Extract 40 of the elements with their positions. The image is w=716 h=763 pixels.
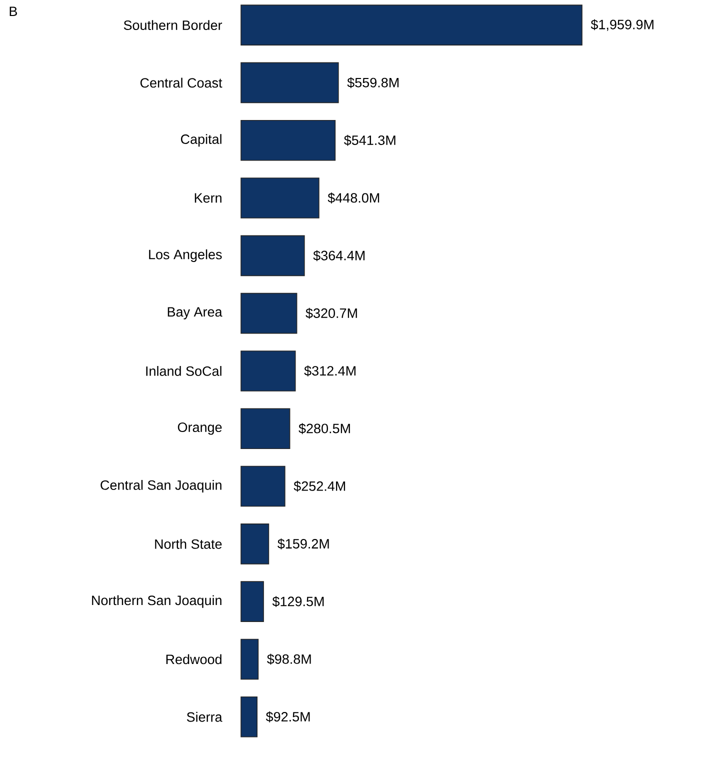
bar — [240, 4, 582, 46]
bar — [240, 235, 305, 276]
bar — [240, 120, 336, 161]
bar — [240, 638, 259, 680]
y-tick-label: Sierra — [186, 712, 222, 722]
y-tick-label: Kern — [194, 193, 222, 203]
y-tick-label: Central San Joaquin — [100, 480, 222, 493]
bar — [240, 62, 339, 104]
bar — [240, 696, 258, 738]
y-tick-label: Redwood — [166, 654, 222, 664]
y-tick-label: Inland SoCal — [146, 366, 222, 376]
data-label: $312.4M — [304, 365, 356, 376]
text: B — [10, 6, 17, 16]
data-label: $159.2M — [278, 538, 329, 550]
bar — [240, 408, 290, 450]
bar — [240, 581, 264, 622]
data-label: $252.4M — [294, 480, 346, 492]
y-tick-label: Los Angeles — [149, 249, 222, 262]
y-tick-label: North State — [155, 538, 222, 549]
y-tick-label: Southern Border — [124, 20, 222, 30]
data-label: $98.8M — [267, 654, 311, 665]
y-tick-label: Central Coast — [140, 78, 222, 88]
data-label: $1,959.9M — [590, 19, 654, 31]
data-label: $92.5M — [266, 711, 310, 722]
y-tick-label: Bay Area — [168, 307, 222, 320]
bar — [240, 178, 320, 218]
data-label: $559.8M — [347, 77, 399, 88]
bar — [240, 524, 270, 564]
data-label: $364.4M — [313, 250, 365, 262]
data-label: $280.5M — [298, 423, 350, 434]
bar — [240, 466, 286, 507]
data-label: $129.5M — [272, 596, 324, 608]
bar — [240, 292, 298, 334]
y-tick-label: Orange — [178, 422, 222, 435]
data-label: $320.7M — [306, 308, 357, 319]
y-tick-label: Northern San Joaquin — [92, 595, 222, 608]
data-label: $541.3M — [344, 134, 396, 146]
data-label: $448.0M — [328, 192, 380, 204]
bar — [240, 350, 296, 392]
y-tick-label: Capital — [180, 134, 222, 147]
